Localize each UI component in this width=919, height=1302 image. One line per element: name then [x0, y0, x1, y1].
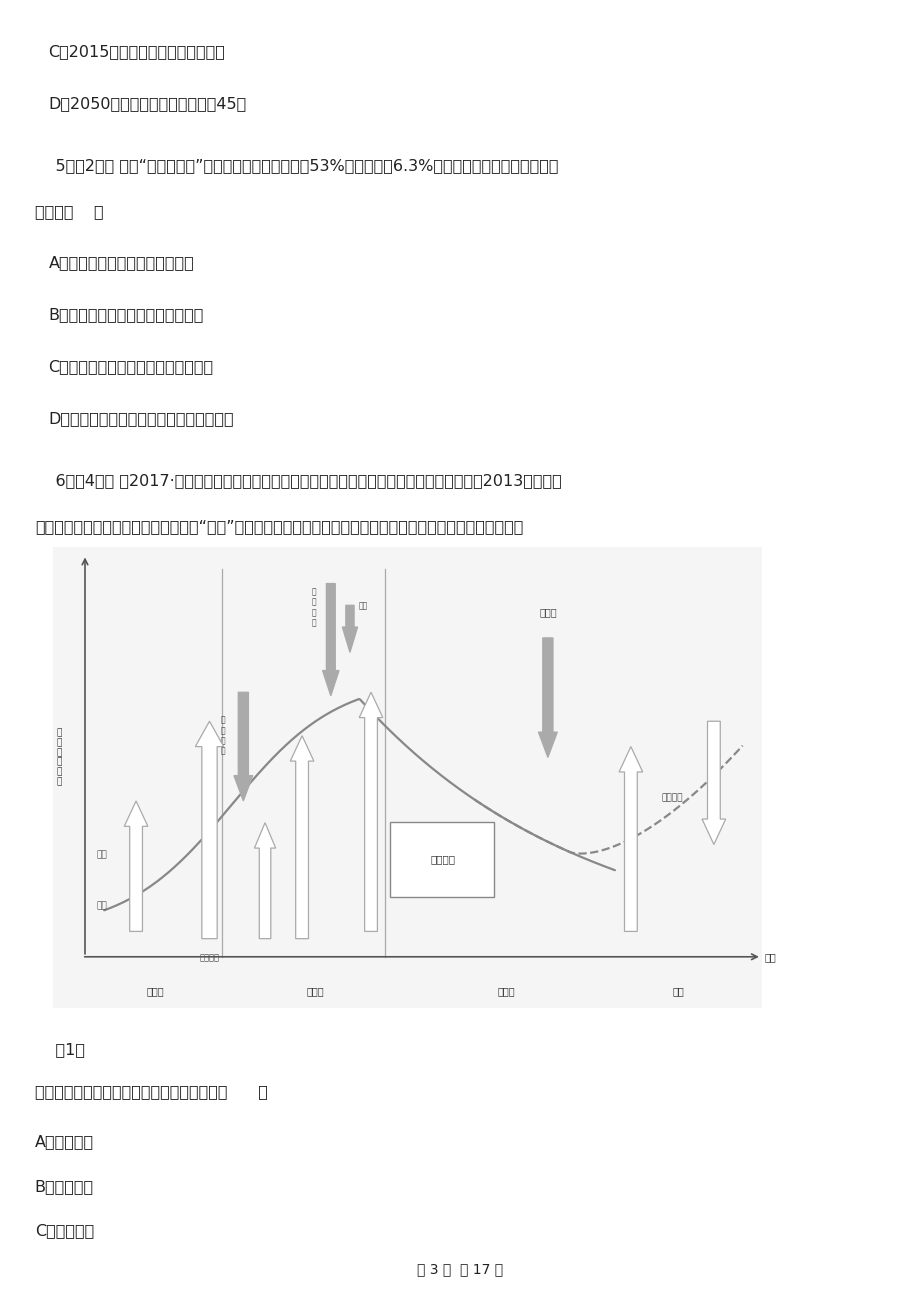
Text: C．人口规模: C．人口规模: [35, 1223, 94, 1238]
Text: C．西部地区经济文化落后，交通不便: C．西部地区经济文化落后，交通不便: [49, 359, 213, 374]
Text: C．2015年日本人口老龄化程度最高: C．2015年日本人口老龄化程度最高: [49, 44, 225, 60]
Text: D．2050年伊朗人口平均年龄约为45岁: D．2050年伊朗人口平均年龄约为45岁: [49, 96, 246, 111]
Text: 第 3 页  共 17 页: 第 3 页 共 17 页: [416, 1262, 503, 1276]
Text: 长广煎炭经济转型前，不属于发展阻力的是（      ）: 长广煎炭经济转型前，不属于发展阻力的是（ ）: [35, 1085, 267, 1099]
Text: B．西部地区地形复杂，多高山高原: B．西部地区地形复杂，多高山高原: [49, 307, 204, 323]
Text: D．西部地区人口出生率低，人口迁出量大: D．西部地区人口出生率低，人口迁出量大: [49, 411, 233, 426]
Text: 煎炭资源的枯竭和产业结构调整，一代“煎城”谢幕。下图为资源型城市发展机制和发展轨迹示意。回答下列问题。: 煎炭资源的枯竭和产业结构调整，一代“煎城”谢幕。下图为资源型城市发展机制和发展轨…: [35, 518, 523, 534]
Text: B．环境变化: B．环境变化: [35, 1178, 94, 1194]
Text: （1）: （1）: [35, 1043, 85, 1057]
Text: 5．（2分） 我国“黑河一腾冲”以西的地区面积占全国的53%，人口只匆6.3%，下列关于其成因的分析不正: 5．（2分） 我国“黑河一腾冲”以西的地区面积占全国的53%，人口只匆6.3%，…: [35, 159, 558, 173]
Text: A．资源枯竭: A．资源枯竭: [35, 1134, 94, 1150]
Text: 6．（4分） （2017·浙江模拟）位于皈浙交界的长广煎矿，曾是浙江省重要的煎炭工业基地，2013年，由于: 6．（4分） （2017·浙江模拟）位于皈浙交界的长广煎矿，曾是浙江省重要的煎炭…: [35, 474, 561, 488]
Text: 确的是（    ）: 确的是（ ）: [35, 203, 103, 219]
Text: A．西部地区气候干燥，生态脆弱: A．西部地区气候干燥，生态脆弱: [49, 255, 194, 271]
